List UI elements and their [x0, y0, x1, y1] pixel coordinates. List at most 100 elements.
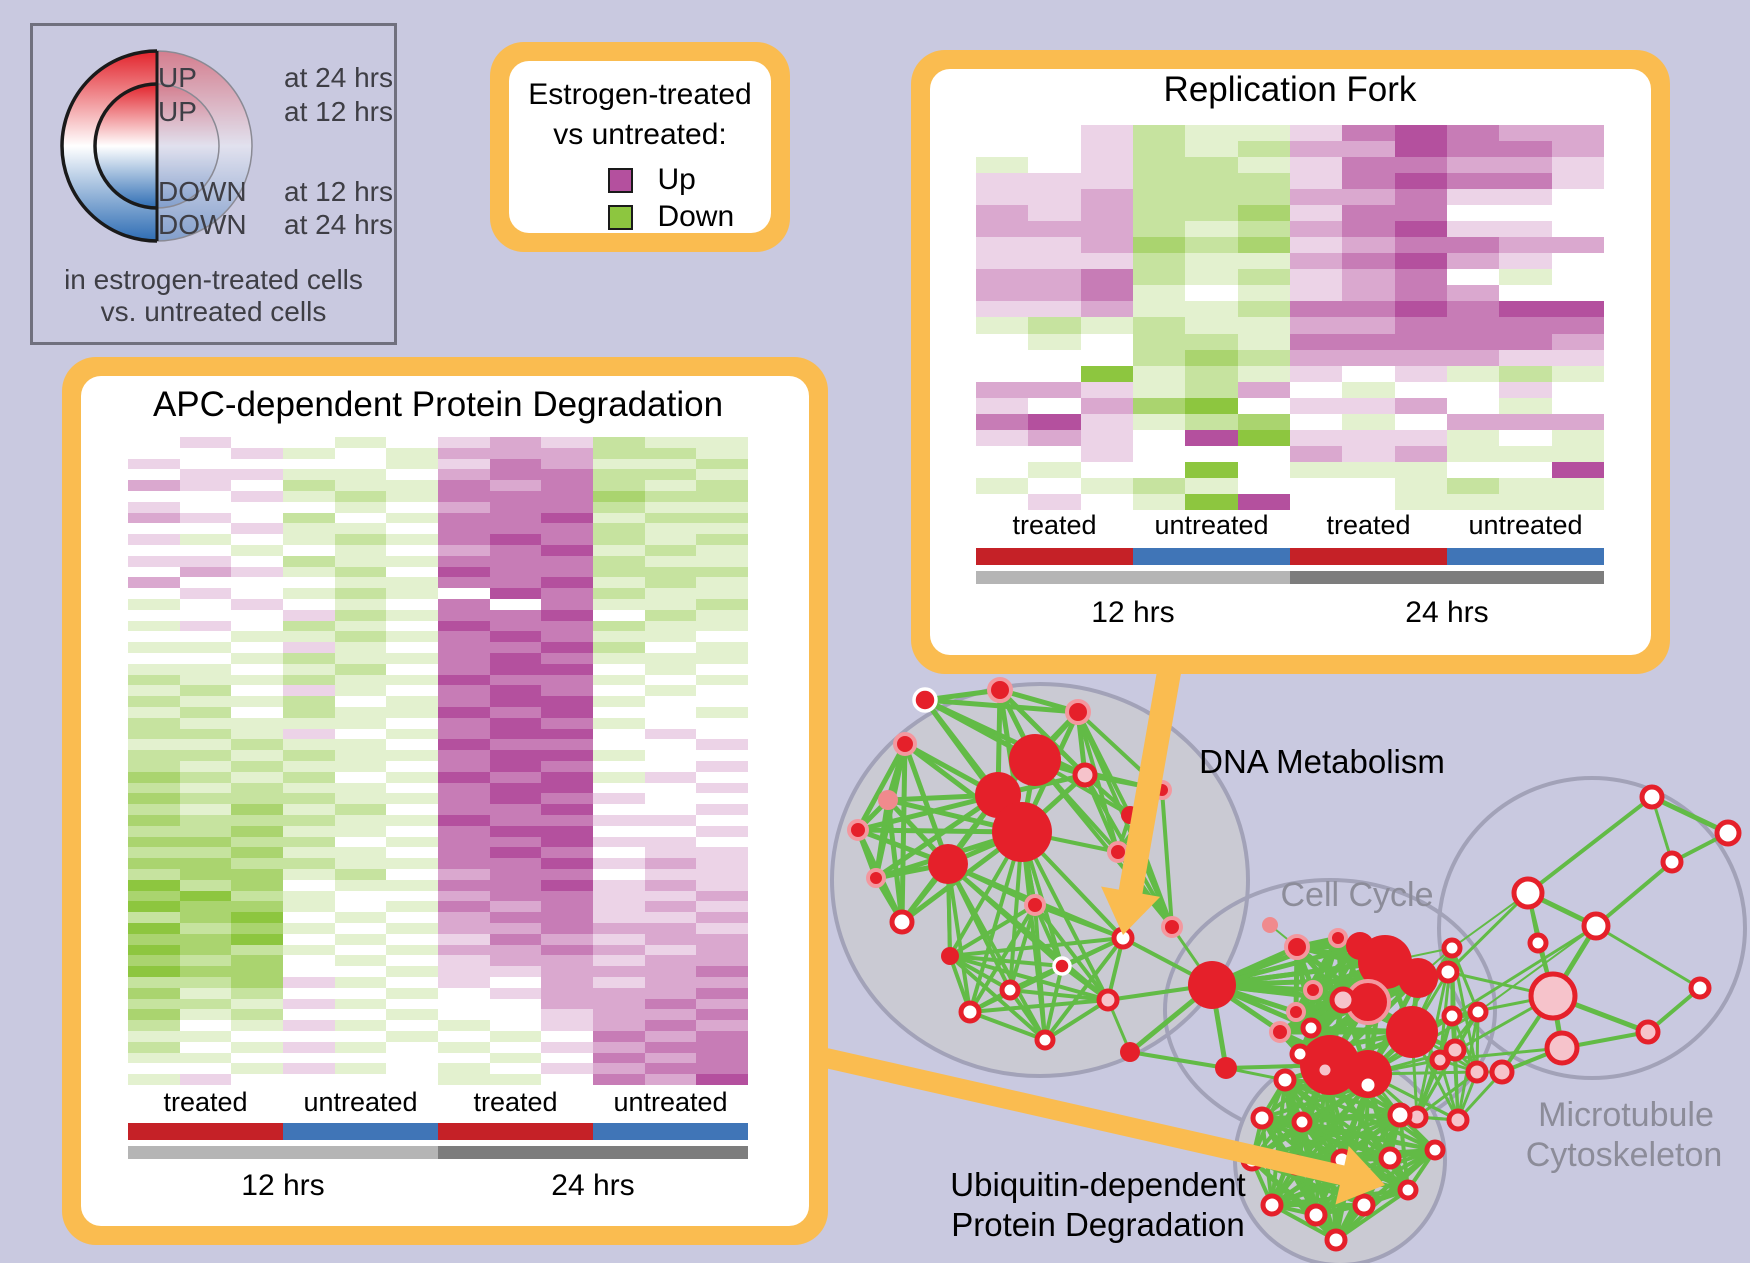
heatmap-cell — [231, 1020, 283, 1031]
legend-up-12-time: at 12 hrs — [284, 96, 393, 127]
heatmap-cell — [1551, 301, 1604, 318]
network-node — [1489, 1059, 1515, 1085]
heatmap-cell — [334, 545, 387, 556]
legend-up-24-label: UP — [158, 62, 197, 93]
heatmap-cell — [386, 836, 438, 848]
heatmap-cell — [1289, 141, 1343, 158]
heatmap-cell — [1237, 189, 1290, 206]
heatmap-cell — [593, 1031, 645, 1042]
heatmap-cell — [1289, 429, 1343, 446]
heatmap-cell — [438, 717, 490, 729]
heatmap-cell — [541, 728, 593, 740]
heatmap-cell — [1394, 429, 1447, 446]
bar-24hrs — [438, 1146, 748, 1159]
heatmap-cell — [1185, 205, 1238, 222]
network-node — [889, 909, 915, 935]
heatmap-cell — [1080, 477, 1133, 494]
cluster-label: DNA Metabolism — [1199, 743, 1445, 780]
heatmap-cell — [128, 944, 180, 956]
heatmap-cell — [644, 825, 697, 837]
heatmap-cell — [976, 317, 1029, 334]
heatmap-cell — [128, 879, 180, 891]
heatmap-cell — [541, 480, 593, 491]
heatmap-cell — [696, 966, 748, 977]
heatmap-cell — [438, 1031, 490, 1042]
network-edge — [1250, 1158, 1338, 1242]
heatmap-cell — [231, 717, 283, 729]
heatmap-cell — [1446, 237, 1500, 254]
heatmap-cell — [696, 728, 748, 740]
heatmap-cell — [1289, 317, 1343, 334]
heatmap-cell — [489, 1074, 542, 1085]
heatmap-cell — [179, 588, 232, 599]
heatmap-cell — [1499, 205, 1552, 222]
heatmap-cell — [696, 599, 748, 610]
heatmap-cell — [1342, 493, 1395, 510]
heatmap-cell — [1237, 397, 1290, 414]
heatmap-cell — [231, 1063, 283, 1075]
network-edge — [873, 792, 1001, 881]
heatmap-cell — [334, 642, 387, 653]
heatmap-cell — [386, 923, 438, 934]
heatmap-cell — [231, 1074, 283, 1085]
heatmap-cell — [489, 674, 542, 686]
heatmap-cell — [128, 469, 180, 481]
heatmap-cell — [438, 977, 490, 988]
heatmap-cell — [976, 269, 1029, 286]
heatmap-cell — [1080, 285, 1133, 302]
heatmap-cell — [541, 588, 593, 599]
cluster-label: Microtubule — [1538, 1096, 1714, 1134]
heatmap-cell — [1446, 205, 1500, 222]
heatmap-cell — [334, 998, 387, 1010]
heatmap-cell — [489, 1052, 542, 1064]
heatmap-cell — [128, 998, 180, 1010]
heatmap-cell — [489, 599, 542, 610]
heatmap-cell — [283, 901, 335, 913]
heatmap-cell — [283, 1031, 335, 1042]
heatmap-cell — [696, 717, 748, 729]
heatmap-cell — [1132, 221, 1186, 238]
heatmap-cell — [541, 750, 593, 761]
heatmap-cell — [438, 739, 490, 751]
heatmap-cell — [231, 750, 283, 761]
heatmap-cell — [1185, 269, 1238, 286]
heatmap-cell — [334, 458, 387, 470]
heatmap-cell — [593, 491, 645, 502]
heatmap-cell — [438, 1063, 490, 1075]
heatmap-cell — [283, 577, 335, 589]
heatmap-cell — [1028, 381, 1081, 398]
heatmap-cell — [179, 480, 232, 491]
heatmap-cell — [1394, 157, 1447, 174]
heatmap-cell — [438, 923, 490, 934]
heatmap-cell — [386, 566, 438, 578]
heatmap-cell — [128, 523, 180, 535]
heatmap-cell — [489, 663, 542, 675]
heatmap-cell — [489, 944, 542, 956]
heatmap-cell — [334, 609, 387, 621]
network-edge — [1450, 1014, 1460, 1122]
heatmap-cell — [1289, 285, 1343, 302]
heatmap-cell — [334, 674, 387, 686]
heatmap-cell — [334, 480, 387, 491]
heatmap-cell — [1289, 461, 1343, 478]
replication-fork-heatmap — [976, 125, 1604, 510]
heatmap-cell — [976, 349, 1029, 366]
heatmap-cell — [334, 491, 387, 502]
heatmap-cell — [593, 653, 645, 664]
heatmap-cell — [386, 858, 438, 869]
network-node — [1446, 1108, 1470, 1132]
heatmap-cell — [231, 923, 283, 934]
heatmap-cell — [179, 944, 232, 956]
heatmap-cell — [1028, 189, 1081, 206]
heatmap-cell — [696, 588, 748, 599]
heatmap-cell — [541, 1031, 593, 1042]
heatmap-cell — [283, 620, 335, 632]
heatmap-cell — [644, 761, 697, 772]
heatmap-cell — [593, 966, 645, 977]
heatmap-cell — [541, 447, 593, 459]
heatmap-cell — [438, 793, 490, 805]
heatmap-cell — [696, 696, 748, 707]
heatmap-cell — [438, 912, 490, 923]
heatmap-cell — [1446, 141, 1500, 158]
heatmap-cell — [593, 901, 645, 913]
